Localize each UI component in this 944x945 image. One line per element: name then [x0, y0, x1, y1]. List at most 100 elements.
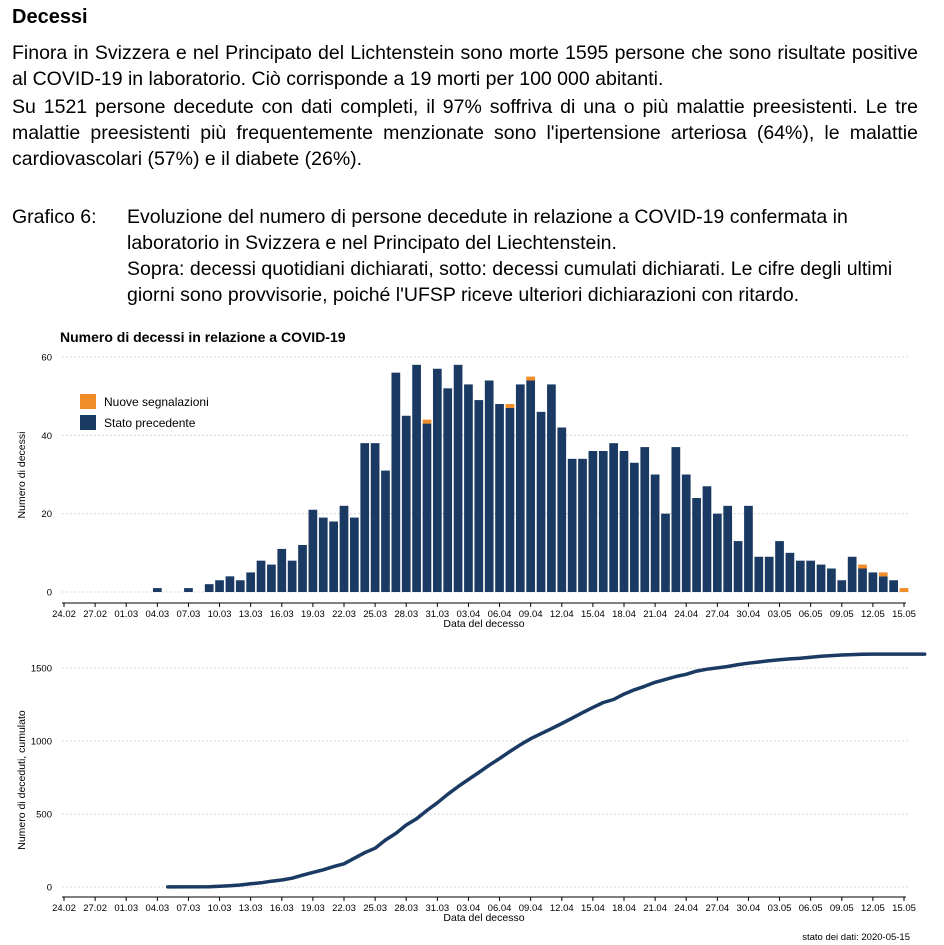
summary-paragraph: Finora in Svizzera e nel Principato del …: [12, 42, 918, 90]
bar-stato-precedente: [432, 368, 442, 592]
line-x-tick-label: 24.02: [52, 903, 76, 914]
caption-text: Evoluzione del numero di persone decedut…: [127, 204, 918, 308]
caption-line-1: Evoluzione del numero di persone decedut…: [127, 206, 848, 254]
section-title: Decessi: [12, 6, 88, 28]
bar-stato-precedente: [515, 384, 525, 592]
bar-x-tick-label: 27.02: [83, 609, 107, 620]
legend-label-nuove-segnalazioni: Nuove segnalazioni: [104, 395, 209, 409]
bar-stato-precedente: [837, 580, 847, 592]
bar-stato-precedente: [391, 372, 401, 592]
bar-x-tick-label: 01.03: [114, 609, 138, 620]
line-x-tick-label: 21.04: [643, 903, 667, 914]
bar-x-tick-label: 12.05: [861, 609, 885, 620]
bar-stato-precedente: [578, 458, 587, 592]
bar-stato-precedente: [858, 568, 867, 592]
bar-nuove-segnalazioni: [526, 376, 536, 381]
bar-stato-precedente: [889, 580, 898, 592]
line-x-tick-label: 15.05: [892, 903, 916, 914]
bar-stato-precedente: [536, 411, 546, 592]
bar-x-axis-title: Data del decesso: [443, 618, 524, 630]
bar-stato-precedente: [370, 443, 380, 592]
bar-stato-precedente: [816, 564, 826, 592]
bar-x-tick-label: 15.04: [581, 609, 605, 620]
line-x-tick-label: 16.03: [270, 903, 294, 914]
bar-x-tick-label: 03.05: [768, 609, 792, 620]
bar-stato-precedente: [671, 447, 681, 592]
line-x-tick-label: 27.04: [705, 903, 729, 914]
bar-nuove-segnalazioni: [878, 572, 888, 577]
bar-nuove-segnalazioni: [858, 564, 867, 569]
bar-stato-precedente: [650, 474, 660, 592]
line-x-tick-label: 03.05: [768, 903, 792, 914]
line-x-tick-label: 12.04: [550, 903, 574, 914]
bar-x-tick-label: 27.04: [705, 609, 729, 620]
bar-stato-precedente: [474, 400, 484, 592]
bar-x-tick-label: 04.03: [145, 609, 169, 620]
bar-x-tick-label: 06.05: [799, 609, 823, 620]
bar-y-tick-label: 40: [41, 431, 52, 442]
line-x-tick-label: 31.03: [425, 903, 449, 914]
bar-stato-precedente: [526, 380, 536, 592]
bar-chart-title: Numero di decessi in relazione a COVID-1…: [60, 329, 346, 345]
bar-stato-precedente: [215, 580, 224, 592]
line-x-tick-label: 06.05: [799, 903, 823, 914]
bar-stato-precedente: [609, 443, 618, 592]
bar-stato-precedente: [557, 427, 567, 592]
bar-x-tick-label: 31.03: [425, 609, 449, 620]
bar-stato-precedente: [733, 541, 743, 592]
bar-stato-precedente: [267, 564, 276, 592]
bar-nuove-segnalazioni: [505, 404, 515, 408]
bar-stato-precedente: [422, 423, 432, 592]
bar-stato-precedente: [360, 443, 370, 592]
bar-stato-precedente: [744, 505, 753, 592]
line-x-tick-label: 28.03: [394, 903, 418, 914]
bar-stato-precedente: [764, 556, 774, 592]
caption-label: Grafico 6:: [12, 206, 97, 228]
bar-stato-precedente: [484, 380, 494, 592]
bar-stato-precedente: [246, 572, 256, 592]
bar-stato-precedente: [806, 560, 816, 592]
bar-x-tick-label: 18.04: [612, 609, 636, 620]
bar-stato-precedente: [567, 458, 577, 592]
bar-nuove-segnalazioni: [422, 419, 432, 424]
bar-x-tick-label: 19.03: [301, 609, 325, 620]
line-x-tick-label: 19.03: [301, 903, 325, 914]
bar-stato-precedente: [204, 584, 214, 592]
bar-stato-precedente: [847, 556, 857, 592]
bar-x-tick-label: 13.03: [239, 609, 263, 620]
line-x-tick-label: 22.03: [332, 903, 356, 914]
bar-x-tick-label: 28.03: [394, 609, 418, 620]
line-x-tick-label: 24.04: [674, 903, 698, 914]
bar-stato-precedente: [339, 505, 349, 592]
bar-stato-precedente: [640, 447, 650, 592]
bar-stato-precedente: [598, 451, 608, 592]
bar-x-tick-label: 12.04: [550, 609, 574, 620]
line-x-axis-title: Data del decesso: [443, 912, 524, 924]
bar-x-tick-label: 21.04: [643, 609, 667, 620]
bar-stato-precedente: [308, 509, 318, 592]
bar-x-tick-label: 15.05: [892, 609, 916, 620]
bar-stato-precedente: [277, 548, 287, 592]
bar-x-tick-label: 09.05: [830, 609, 854, 620]
bar-stato-precedente: [505, 407, 515, 592]
bar-stato-precedente: [443, 388, 453, 592]
bar-stato-precedente: [350, 517, 359, 592]
bar-x-tick-label: 24.02: [52, 609, 76, 620]
bar-x-tick-label: 24.04: [674, 609, 698, 620]
bar-stato-precedente: [547, 384, 556, 592]
line-x-tick-label: 07.03: [177, 903, 201, 914]
bar-stato-precedente: [712, 513, 722, 592]
bar-x-tick-label: 07.03: [177, 609, 201, 620]
bar-stato-precedente: [184, 588, 193, 592]
comorbidity-paragraph: Su 1521 persone decedute con dati comple…: [12, 96, 918, 170]
bar-stato-precedente: [702, 486, 712, 592]
bar-x-tick-label: 22.03: [332, 609, 356, 620]
bar-y-tick-label: 20: [41, 509, 52, 520]
bar-stato-precedente: [827, 568, 836, 592]
bar-y-tick-label: 60: [41, 353, 52, 364]
caption-line-2: Sopra: decessi quotidiani dichiarati, so…: [127, 258, 893, 306]
bar-stato-precedente: [298, 545, 307, 592]
bar-stato-precedente: [381, 470, 390, 592]
line-x-tick-label: 18.04: [612, 903, 636, 914]
